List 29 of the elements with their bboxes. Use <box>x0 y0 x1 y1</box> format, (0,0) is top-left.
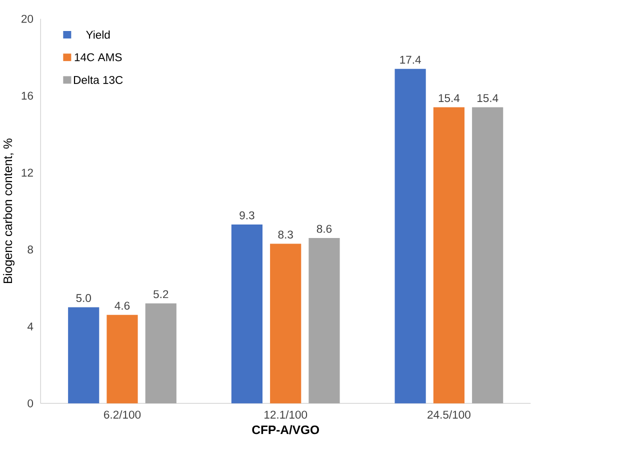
bar <box>270 244 302 404</box>
bar <box>68 307 100 404</box>
y-tick-label: 8 <box>28 246 33 254</box>
bar <box>433 107 464 404</box>
y-axis-title: Biogenc carbon content, % <box>3 138 15 283</box>
data-label: 5.0 <box>76 294 92 302</box>
data-label: 8.6 <box>316 224 332 233</box>
bar <box>394 68 426 404</box>
y-tick-label: 20 <box>22 14 34 23</box>
data-label: 4.6 <box>114 302 130 310</box>
data-label: 17.4 <box>400 56 421 64</box>
bar <box>231 224 263 404</box>
y-tick-label: 12 <box>22 168 33 177</box>
data-label: 9.3 <box>240 211 254 220</box>
y-tick-label: 0 <box>28 399 34 408</box>
legend-label: 14C AMS <box>74 53 122 62</box>
y-tick-label: 16 <box>22 92 33 100</box>
data-label: 5.2 <box>154 290 168 298</box>
bar <box>106 314 138 404</box>
x-tick-label: 24.5/100 <box>428 410 470 419</box>
x-tick-label: 12.1/100 <box>264 410 308 419</box>
y-tick-label: 4 <box>27 322 34 330</box>
data-label: 8.3 <box>278 230 293 239</box>
data-label: 15.4 <box>477 94 498 102</box>
legend-label: Yield <box>86 30 110 39</box>
legend-label: Delta 13C <box>74 76 123 84</box>
data-label: 15.4 <box>438 94 460 102</box>
x-axis-title: CFP-A/VGO <box>252 425 319 434</box>
x-tick-label: 6.2/100 <box>104 410 141 419</box>
